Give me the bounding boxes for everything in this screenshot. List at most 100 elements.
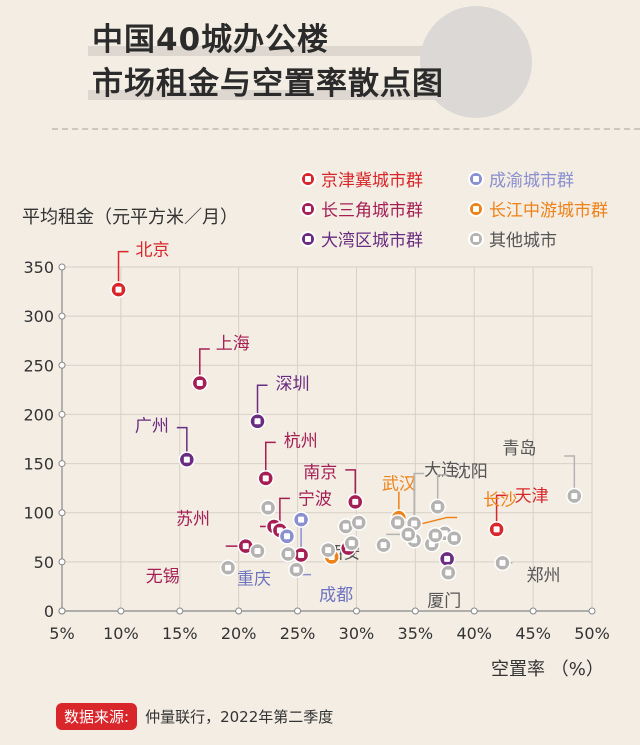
x-tick-mark: [117, 607, 125, 615]
data-point-inner: [499, 559, 506, 566]
x-tick-label: 30%: [339, 624, 375, 643]
data-point-inner: [571, 493, 578, 500]
data-label: 南京: [303, 463, 337, 483]
data-point-inner: [285, 550, 292, 557]
data-label: 沈阳: [454, 462, 488, 482]
source-text: 仲量联行，2022年第二季度: [145, 708, 334, 726]
legend-marker: [300, 170, 316, 187]
data-label: 宁波: [298, 489, 332, 509]
x-tick-label: 15%: [162, 624, 198, 643]
data-point-inner: [298, 551, 305, 558]
data-point-inner: [262, 475, 269, 482]
x-tick-mark: [352, 607, 360, 615]
data-point-inner: [115, 286, 122, 293]
legend-item: 长三角城市群: [300, 196, 423, 221]
legend-marker: [468, 170, 484, 187]
data-point-inner: [348, 540, 355, 547]
legend-label: 大湾区城市群: [321, 231, 423, 251]
x-tick-label: 20%: [221, 624, 257, 643]
data-label: 武汉: [382, 475, 416, 495]
x-tick-label: 5%: [49, 624, 74, 643]
data-point-inner: [411, 520, 418, 527]
legend-marker: [300, 200, 316, 217]
y-tick-label: 150: [23, 455, 54, 474]
x-tick-label: 40%: [456, 624, 492, 643]
data-point-inner: [293, 566, 300, 573]
legend-marker: [468, 200, 484, 217]
y-tick-mark: [58, 558, 66, 566]
leader-line: [436, 474, 448, 507]
data-point-inner: [445, 569, 452, 576]
data-point-inner: [254, 548, 261, 555]
x-tick-mark: [176, 607, 184, 615]
data-point-inner: [325, 547, 332, 554]
data-point-inner: [352, 498, 359, 505]
source-line: 数据来源: 仲量联行，2022年第二季度: [56, 703, 333, 730]
data-point-inner: [434, 503, 441, 510]
chart-title-line-2: 市场租金与空置率散点图: [88, 62, 448, 106]
y-tick-mark: [58, 460, 66, 468]
data-label: 深圳: [276, 374, 310, 394]
x-tick-mark: [470, 607, 478, 615]
y-tick-label: 350: [23, 258, 54, 277]
data-point-inner: [355, 519, 362, 526]
leader-line: [199, 348, 210, 383]
title-block: 中国40城办公楼 市场租金与空置率散点图: [88, 18, 448, 106]
data-point-inner: [283, 533, 290, 540]
data-point-inner: [432, 532, 439, 539]
leader-line: [117, 250, 129, 290]
legend-item: 京津冀城市群: [300, 166, 423, 191]
x-tick-label: 50%: [574, 624, 610, 643]
data-point-inner: [380, 542, 387, 549]
data-label: 广州: [135, 417, 169, 437]
source-tag: 数据来源:: [56, 703, 138, 730]
y-tick-label: 200: [23, 405, 54, 424]
leader-line: [413, 472, 425, 524]
data-point-inner: [394, 519, 401, 526]
x-tick-label: 25%: [280, 624, 316, 643]
data-label: 上海: [216, 334, 250, 354]
x-tick-mark: [588, 607, 596, 615]
data-point-inner: [451, 535, 458, 542]
legend-item: 其他城市: [468, 226, 557, 251]
data-point-inner: [342, 523, 349, 530]
x-tick-mark: [529, 607, 537, 615]
chart-title-line-1: 中国40城办公楼: [88, 18, 448, 62]
data-point-inner: [405, 531, 412, 538]
data-label: 杭州: [284, 431, 318, 451]
legend-label: 京津冀城市群: [321, 171, 423, 191]
data-label: 青岛: [502, 439, 536, 459]
x-tick-label: 10%: [103, 624, 139, 643]
legend-marker: [468, 230, 484, 247]
y-axis-title: 平均租金（元平方米／月）: [22, 207, 238, 228]
y-tick-mark: [58, 263, 66, 271]
leader-line: [265, 441, 276, 479]
data-point-inner: [493, 526, 500, 533]
data-label: 天津: [515, 486, 549, 506]
legend-item: 大湾区城市群: [300, 226, 423, 251]
x-axis-title: 空置率 （%）: [491, 659, 604, 680]
leader-line: [279, 497, 290, 531]
data-point-inner: [196, 379, 203, 386]
data-label: 北京: [136, 241, 170, 261]
y-tick-mark: [58, 312, 66, 320]
legend-label: 其他城市: [489, 231, 557, 251]
data-label: 无锡: [146, 567, 180, 587]
y-tick-mark: [58, 509, 66, 517]
x-tick-label: 35%: [398, 624, 434, 643]
data-point-inner: [254, 418, 261, 425]
data-point-inner: [183, 456, 190, 463]
x-tick-mark: [294, 607, 302, 615]
x-tick-label: 45%: [515, 624, 551, 643]
leader-line: [564, 455, 576, 497]
legend-item: 长江中游城市群: [468, 196, 608, 221]
data-label: 重庆: [237, 569, 271, 589]
data-point-inner: [265, 504, 272, 511]
y-tick-label: 0: [44, 602, 54, 621]
data-label: 大连: [424, 461, 458, 481]
legend-label: 成渝城市群: [489, 171, 574, 191]
leader-line: [256, 384, 268, 422]
y-tick-label: 300: [23, 307, 54, 326]
x-tick-mark: [411, 607, 419, 615]
